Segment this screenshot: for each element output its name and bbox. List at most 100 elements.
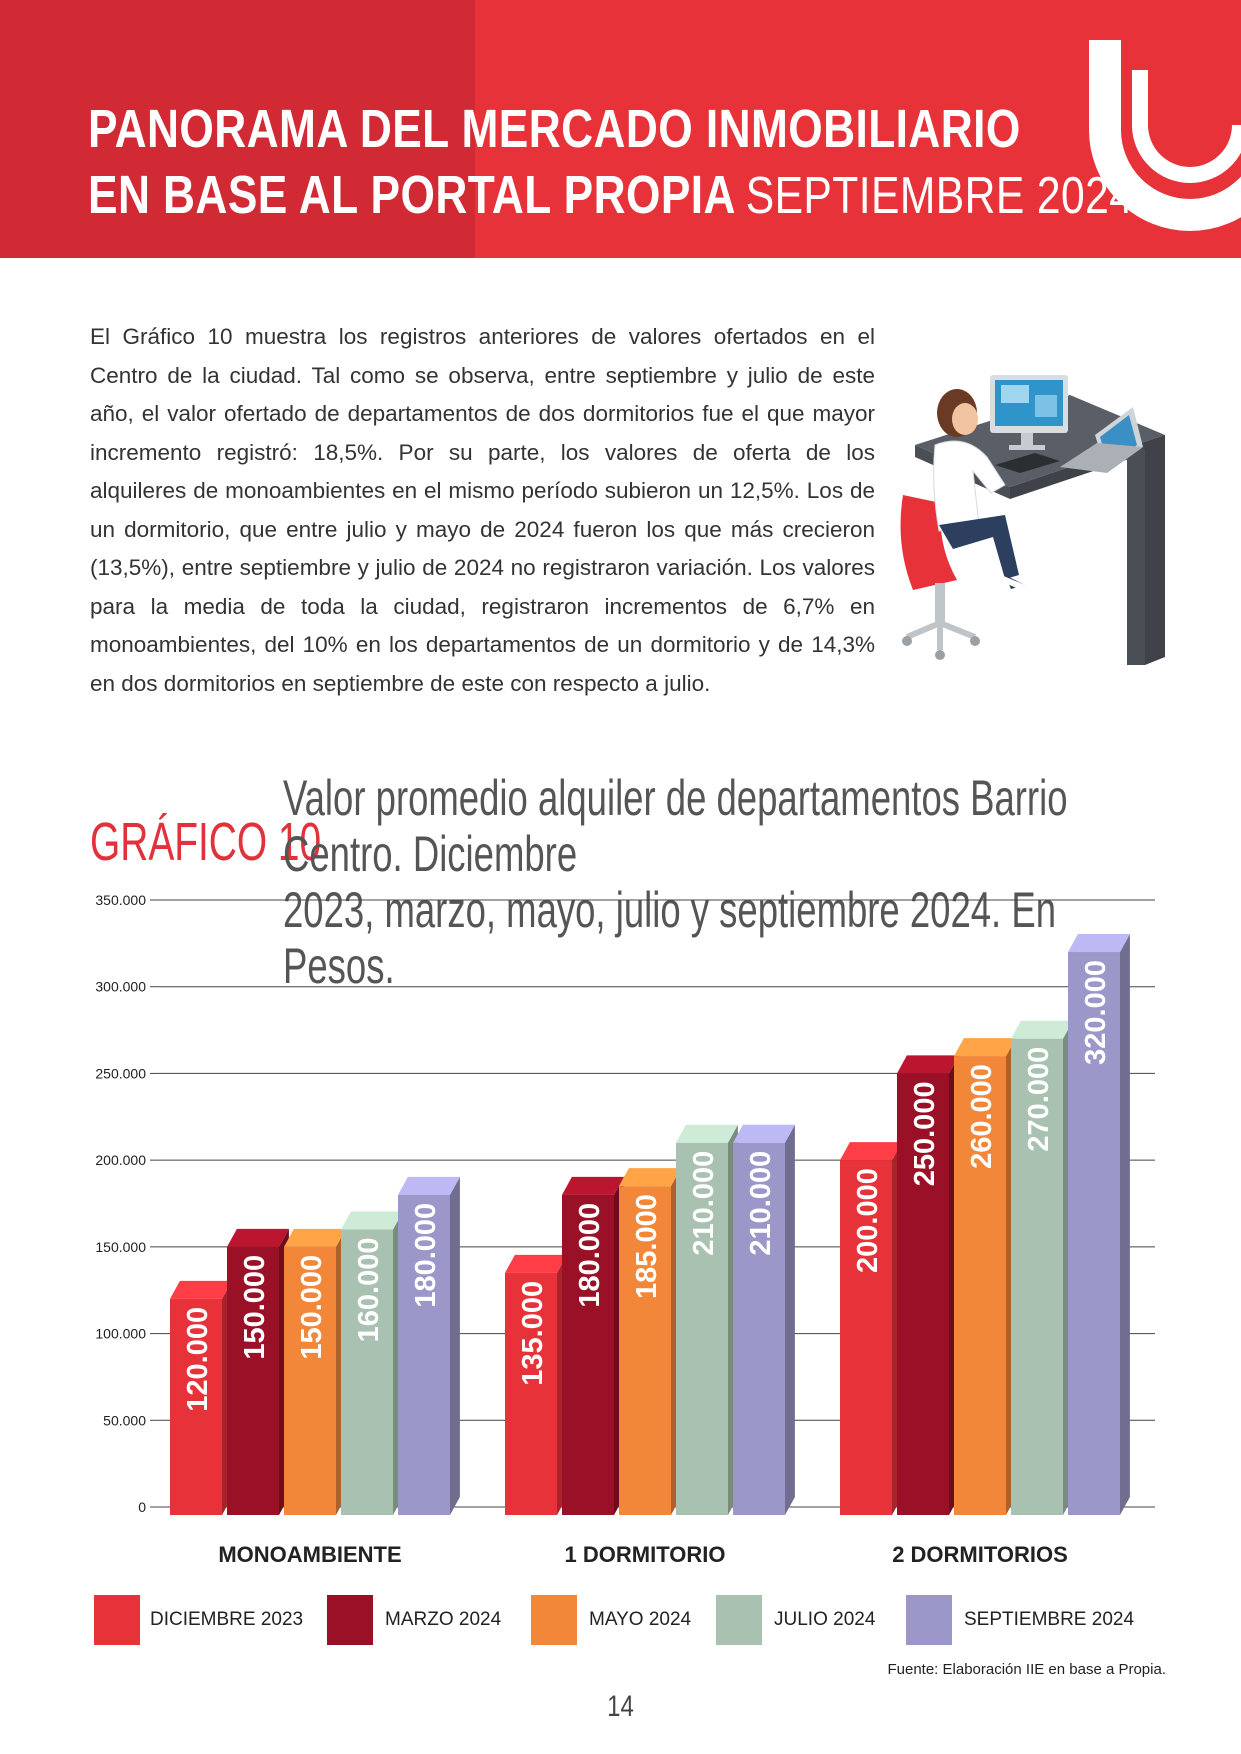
- legend-label: SEPTIEMBRE 2024: [964, 1609, 1135, 1630]
- bar-top: [954, 1038, 1016, 1057]
- bar-front: [170, 1298, 222, 1515]
- bar-front: [840, 1160, 892, 1515]
- bar-value-label: 150.000: [296, 1255, 328, 1360]
- bar-value-label: 160.000: [353, 1238, 385, 1343]
- person-at-desk-illustration: [900, 375, 1165, 665]
- bar-front: [398, 1194, 450, 1515]
- bar-top: [897, 1055, 959, 1074]
- bar-top: [733, 1124, 795, 1143]
- bar-value-label: 210.000: [688, 1151, 720, 1256]
- title-line-1: PANORAMA DEL MERCADO INMOBILIARIO: [88, 99, 1021, 159]
- category-label: 1 DORMITORIO: [565, 1542, 726, 1567]
- bar-top: [840, 1142, 902, 1161]
- legend-swatch: [716, 1595, 762, 1645]
- bar-front: [897, 1073, 949, 1515]
- bar: 185.000: [619, 1168, 681, 1515]
- bar-value-label: 120.000: [182, 1307, 214, 1412]
- bar: 160.000: [341, 1211, 403, 1515]
- bar: 260.000: [954, 1038, 1016, 1515]
- category-label: MONOAMBIENTE: [218, 1542, 401, 1567]
- bar: 150.000: [227, 1228, 289, 1515]
- graphic-title-line-1: Valor promedio alquiler de departamentos…: [283, 770, 1068, 882]
- graphic-title: Valor promedio alquiler de departamentos…: [283, 770, 1115, 994]
- legend-label: JULIO 2024: [774, 1609, 876, 1630]
- bar-top: [398, 1176, 460, 1195]
- category-label: 2 DORMITORIOS: [892, 1542, 1068, 1567]
- bar-front: [341, 1229, 393, 1515]
- bar-front: [562, 1194, 614, 1515]
- bar-top: [284, 1228, 346, 1247]
- header-shade: [0, 0, 475, 258]
- title-line-2-bold: EN BASE AL PORTAL PROPIA: [88, 165, 736, 225]
- graphic-label: GRÁFICO 10: [90, 812, 322, 872]
- bar-value-label: 150.000: [239, 1255, 271, 1360]
- y-tick-label: 50.000: [103, 1412, 146, 1428]
- bar-value-label: 180.000: [574, 1203, 606, 1308]
- bar-top: [562, 1176, 624, 1195]
- bar: 135.000: [505, 1254, 567, 1515]
- bar-front: [505, 1272, 557, 1515]
- y-tick-label: 100.000: [95, 1326, 146, 1342]
- bar-chart: 0 50.000 100.000 150.000 200.000 250.000 300.0…: [95, 892, 1155, 1567]
- page-number: 14: [607, 1690, 634, 1723]
- bar: 270.000: [1011, 1020, 1073, 1515]
- y-tick-label: 150.000: [95, 1239, 146, 1255]
- bar-value-label: 210.000: [745, 1151, 777, 1256]
- chart-legend: DICIEMBRE 2023 MARZO 2024 MAYO 2024 JULIO 2…: [94, 1595, 1154, 1647]
- y-tick-label: 250.000: [95, 1065, 146, 1081]
- bar-side: [785, 1124, 795, 1515]
- legend-label: MAYO 2024: [589, 1609, 692, 1630]
- y-tick-label: 300.000: [95, 979, 146, 995]
- legend-label: MARZO 2024: [385, 1609, 502, 1630]
- bar: 150.000: [284, 1228, 346, 1515]
- bar: 210.000: [676, 1124, 738, 1515]
- bar: 180.000: [398, 1176, 460, 1515]
- propia-logo-icon: [1089, 40, 1241, 231]
- bar-top: [676, 1124, 738, 1143]
- legend-swatch: [531, 1595, 577, 1645]
- bar-side: [450, 1176, 460, 1515]
- bar-value-label: 200.000: [852, 1168, 884, 1273]
- bar: 320.000: [1068, 934, 1130, 1515]
- bar-value-label: 260.000: [966, 1064, 998, 1169]
- page-title: PANORAMA DEL MERCADO INMOBILIARIO EN BAS…: [88, 96, 1133, 229]
- graphic-title-line-2: 2023, marzo, mayo, julio y septiembre 20…: [283, 882, 1056, 994]
- bar-value-label: 320.000: [1080, 960, 1112, 1065]
- bar-side: [1120, 934, 1130, 1515]
- title-date: SEPTIEMBRE 2024: [745, 167, 1134, 225]
- header-banner: PANORAMA DEL MERCADO INMOBILIARIO EN BAS…: [0, 0, 1241, 258]
- bar-top: [341, 1211, 403, 1230]
- bar-top: [619, 1168, 681, 1187]
- intro-paragraph: El Gráfico 10 muestra los registros ante…: [90, 324, 875, 696]
- bar-value-label: 250.000: [909, 1081, 941, 1186]
- bar-top: [1068, 934, 1130, 953]
- y-tick-label: 200.000: [95, 1152, 146, 1168]
- bar-front: [733, 1142, 785, 1515]
- bar-top: [170, 1280, 232, 1299]
- source-note: Fuente: Elaboración IIE en base a Propia…: [887, 1661, 1166, 1678]
- legend-swatch: [94, 1595, 140, 1645]
- bar-front: [1068, 952, 1120, 1515]
- bar-top: [1011, 1020, 1073, 1039]
- bar: 180.000: [562, 1176, 624, 1515]
- legend-label: DICIEMBRE 2023: [150, 1609, 304, 1630]
- bar: 210.000: [733, 1124, 795, 1515]
- y-tick-label: 0: [138, 1499, 146, 1515]
- bar-value-label: 180.000: [410, 1203, 442, 1308]
- legend-swatch: [906, 1595, 952, 1645]
- bar-front: [954, 1056, 1006, 1515]
- bar-value-label: 135.000: [517, 1281, 549, 1386]
- bar: 250.000: [897, 1055, 959, 1515]
- bar-top: [227, 1228, 289, 1247]
- bar-front: [227, 1246, 279, 1515]
- bar-value-label: 185.000: [631, 1194, 663, 1299]
- bar-top: [505, 1254, 567, 1273]
- bar: 200.000: [840, 1142, 902, 1515]
- bar-value-label: 270.000: [1023, 1047, 1055, 1152]
- bar-front: [619, 1186, 671, 1515]
- bar-front: [676, 1142, 728, 1515]
- legend-swatch: [327, 1595, 373, 1645]
- bar-front: [284, 1246, 336, 1515]
- title-line-2: EN BASE AL PORTAL PROPIA SEPTIEMBRE 2024: [88, 162, 1133, 229]
- bar: 120.000: [170, 1280, 232, 1515]
